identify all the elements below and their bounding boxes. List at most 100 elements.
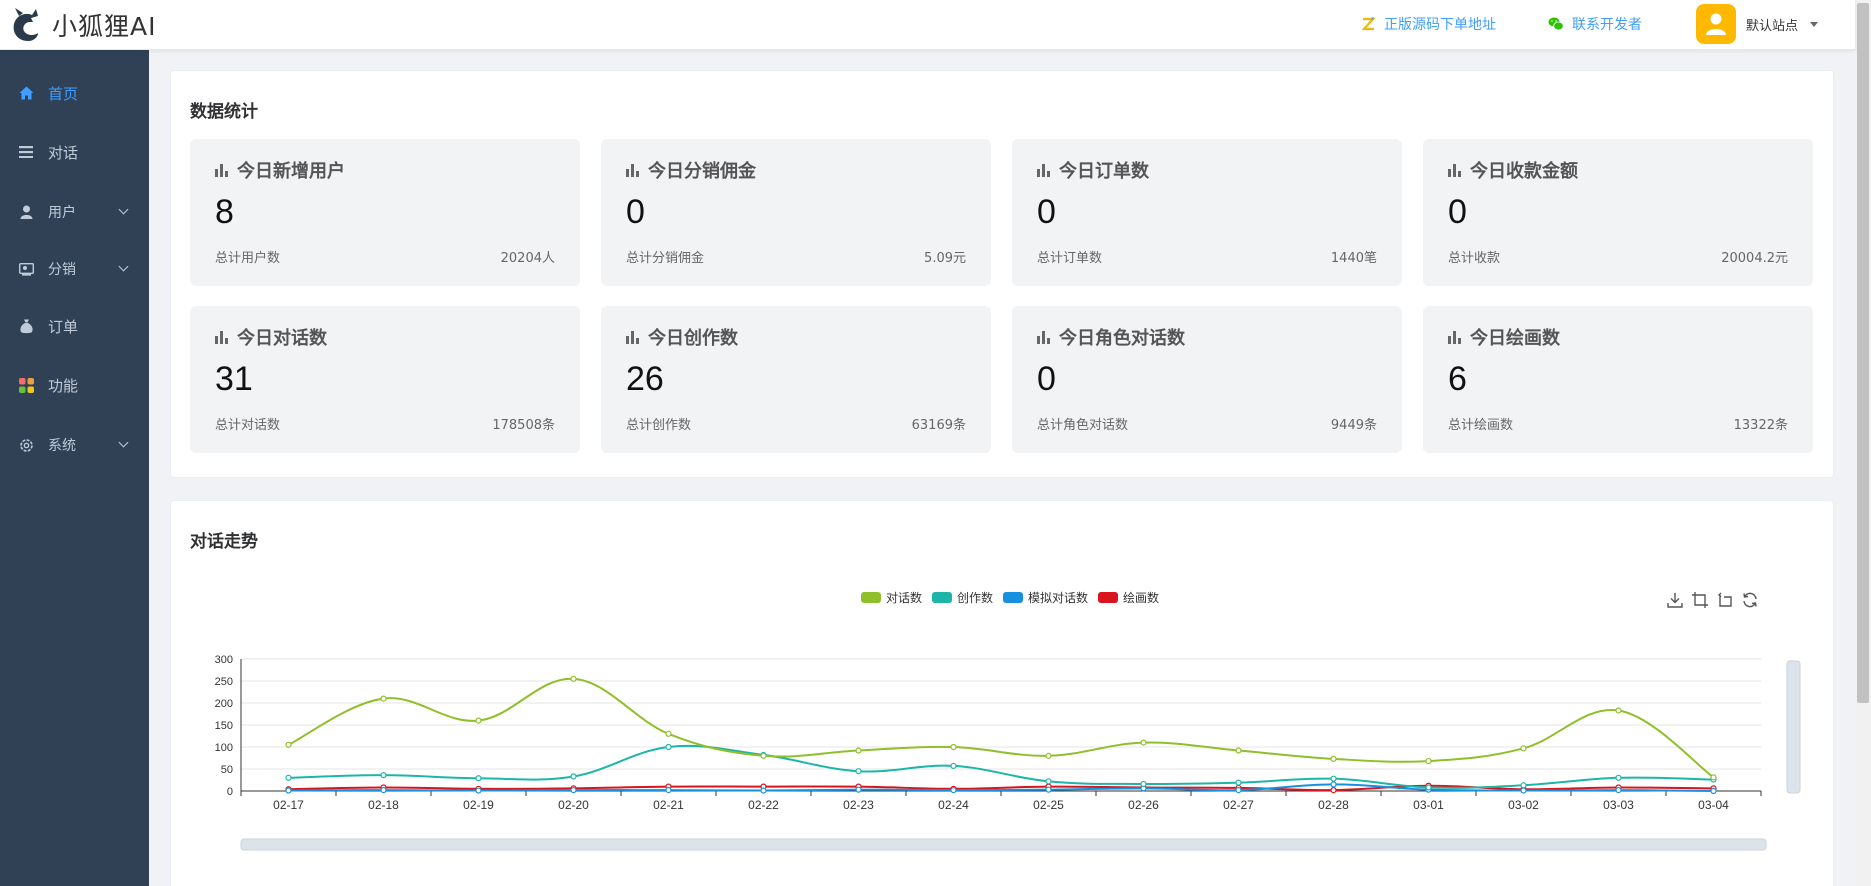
sidebar-item-users[interactable]: 用户 [0, 184, 149, 240]
home-icon [18, 85, 34, 101]
source-brand-icon [1361, 17, 1376, 31]
page-scrollbar[interactable] [1855, 0, 1871, 886]
logo[interactable]: 小狐狸AI [10, 5, 156, 45]
data-point-role-chat [570, 787, 577, 794]
stat-title-text: 今日创作数 [648, 328, 738, 349]
x-tick-label: 02-26 [1128, 798, 1159, 812]
legend-item-drawing[interactable]: 绘画数 [1098, 589, 1159, 606]
data-point-drawing [1330, 787, 1337, 794]
stat-total-value: 1440笔 [1330, 251, 1377, 266]
x-tick-label: 02-22 [748, 798, 779, 812]
contact-developer-label: 联系开发者 [1572, 17, 1642, 33]
stats-title: 数据统计 [190, 102, 258, 122]
user-menu[interactable]: 默认站点 [1696, 4, 1819, 44]
data-point-creation [1425, 784, 1432, 791]
data-point-role-chat [1710, 787, 1717, 795]
data-point-chat [950, 743, 957, 751]
stat-value: 6 [1448, 360, 1467, 398]
stat-value: 0 [626, 193, 645, 231]
legend-swatch [1098, 592, 1119, 603]
source-order-label: 正版源码下单地址 [1384, 17, 1496, 33]
stat-card-creations: 今日创作数 26 总计创作数 63169条 [601, 306, 991, 453]
x-zoom-slider[interactable] [240, 838, 1767, 851]
data-point-creation [1235, 779, 1242, 786]
sidebar-item-chat[interactable]: 对话 [0, 124, 149, 180]
series-line-creation [288, 744, 1714, 789]
legend-item-chat[interactable]: 对话数 [861, 589, 922, 606]
stat-total-label: 总计收款 [1448, 251, 1501, 266]
bar-chart-icon [626, 330, 639, 344]
sidebar-item-distribution[interactable]: 分销 [0, 241, 149, 297]
data-point-chat [1425, 757, 1432, 765]
stat-title-text: 今日绘画数 [1470, 328, 1560, 349]
chevron-down-icon [118, 204, 129, 215]
source-order-link[interactable]: 正版源码下单地址 [1360, 14, 1496, 34]
download-icon[interactable] [1666, 591, 1684, 609]
data-point-chat [1520, 745, 1527, 752]
stat-title-text: 今日订单数 [1059, 161, 1149, 182]
x-tick-label: 02-17 [273, 798, 304, 812]
legend-item-role-chat[interactable]: 模拟对话数 [1003, 589, 1088, 606]
chevron-down-icon [118, 437, 129, 448]
sidebar-item-system[interactable]: 系统 [0, 417, 149, 473]
legend-swatch [861, 592, 881, 603]
data-point-creation [665, 743, 672, 751]
data-point-role-chat [1615, 787, 1622, 794]
refresh-icon[interactable] [1741, 591, 1759, 609]
data-point-chat [1615, 707, 1622, 714]
data-point-chat [1710, 774, 1717, 781]
data-point-creation [380, 772, 387, 779]
stat-total-label: 总计角色对话数 [1037, 418, 1129, 433]
data-point-chat [1235, 747, 1242, 754]
avatar [1696, 4, 1736, 44]
data-point-role-chat [760, 787, 767, 794]
zoom-icon[interactable] [1691, 591, 1709, 609]
bar-chart-icon [1448, 330, 1461, 344]
stat-card-commission: 今日分销佣金 0 总计分销佣金 5.09元 [601, 139, 991, 286]
legend-item-creation[interactable]: 创作数 [932, 589, 993, 606]
stat-total-value: 178508条 [492, 418, 555, 433]
zoom-reset-icon[interactable] [1716, 591, 1734, 609]
y-tick-label: 50 [221, 764, 233, 776]
series-line-role-chat [288, 783, 1714, 792]
data-point-role-chat [855, 786, 862, 793]
legend-swatch [1003, 592, 1024, 603]
data-point-chat [1330, 755, 1337, 762]
bar-chart-icon [626, 163, 639, 177]
caret-down-icon [1810, 21, 1819, 27]
stat-title: 今日角色对话数 [1037, 324, 1185, 350]
gear-icon [18, 437, 34, 453]
user-icon [18, 204, 34, 220]
sidebar-item-orders[interactable]: 订单 [0, 298, 149, 354]
data-point-creation [1520, 782, 1527, 789]
stat-title: 今日绘画数 [1448, 324, 1560, 350]
sidebar-item-features[interactable]: 功能 [0, 357, 149, 413]
data-point-role-chat [665, 787, 672, 794]
x-tick-label: 02-19 [463, 798, 494, 812]
y-tick-label: 100 [215, 742, 233, 754]
legend-swatch [932, 592, 953, 603]
data-point-role-chat [1330, 781, 1337, 788]
sidebar-item-home[interactable]: 首页 [0, 65, 149, 121]
scrollbar-thumb[interactable] [1857, 3, 1869, 703]
logo-text: 小狐狸AI [52, 12, 157, 41]
bar-chart-icon [215, 330, 228, 344]
stat-total-value: 13322条 [1733, 418, 1788, 433]
stat-total-label: 总计绘画数 [1448, 418, 1514, 433]
stat-total-label: 总计用户数 [215, 251, 281, 266]
stats-card: 数据统计 今日新增用户 8 总计用户数 20204人 今日分销佣金 0 总计分销佣金 5.09… [170, 70, 1834, 478]
data-point-role-chat [1520, 787, 1527, 794]
apps-icon [18, 377, 34, 393]
stat-total-label: 总计订单数 [1037, 251, 1103, 266]
stat-card-orders: 今日订单数 0 总计订单数 1440笔 [1012, 139, 1402, 286]
stat-value: 0 [1037, 193, 1056, 231]
data-point-chat [1045, 752, 1052, 759]
contact-developer-link[interactable]: 联系开发者 [1548, 14, 1642, 34]
data-point-chat [1140, 739, 1147, 746]
data-point-creation [950, 762, 957, 770]
sidebar-item-label: 系统 [48, 438, 76, 454]
y-zoom-slider[interactable] [1786, 660, 1801, 794]
sidebar-item-label: 对话 [48, 143, 79, 162]
y-tick-label: 200 [215, 698, 233, 710]
x-tick-label: 02-18 [368, 798, 399, 812]
